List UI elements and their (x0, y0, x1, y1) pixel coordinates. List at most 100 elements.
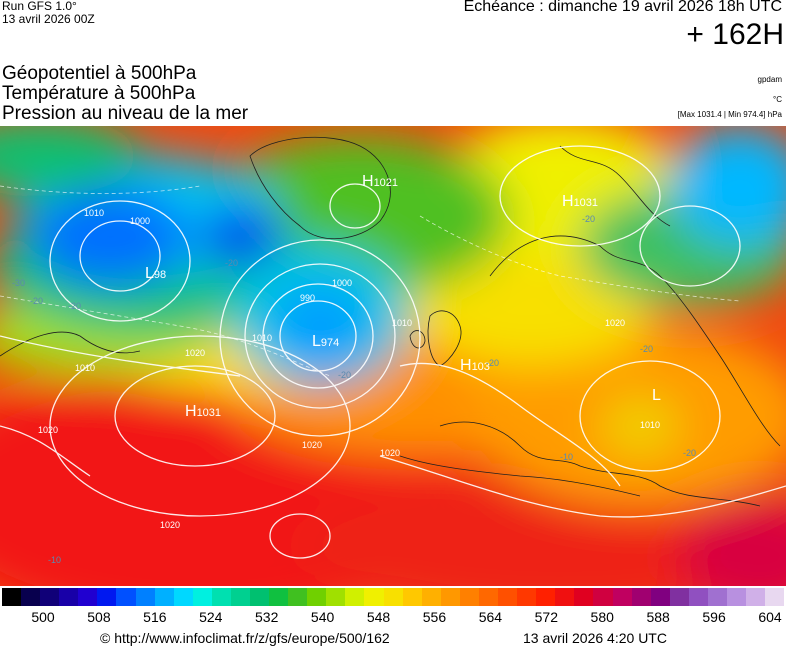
temperature-label: -10 (48, 555, 61, 565)
isobar-label: 1020 (185, 348, 205, 358)
legend-tick-label: 580 (590, 609, 614, 625)
temperature-isotherms (0, 185, 741, 377)
isobar-label: 1020 (38, 425, 58, 435)
temperature-label: -20 (68, 301, 81, 311)
legend-swatch (364, 588, 384, 606)
temperature-label: -20 (582, 214, 595, 224)
legend-tick-label: 556 (422, 609, 447, 625)
unit-pressure-range: [Max 1031.4 | Min 974.4] hPa (677, 110, 782, 119)
unit-geopotential: gpdam (757, 75, 782, 84)
legend-swatch (307, 588, 327, 606)
temperature-label: -30 (12, 278, 25, 288)
legend-swatch (154, 588, 174, 606)
legend-swatch (269, 588, 289, 606)
temperature-label: -10 (560, 452, 573, 462)
legend-swatch (459, 588, 479, 606)
pressure-center-h: H103 (460, 357, 490, 374)
geopotential-field (0, 126, 786, 586)
temperature-label: -20 (30, 296, 43, 306)
pressure-centers: H1021 H1031 L98 L974 H103 H1031 L (145, 173, 661, 420)
legend-swatch (21, 588, 41, 606)
legend-tick-label: 532 (255, 609, 279, 625)
field-temperature: Température à 500hPa (2, 83, 196, 104)
pressure-center-h: H1031 (562, 193, 598, 210)
legend-tick-label: 548 (366, 609, 391, 625)
isobar-label: 1010 (640, 420, 660, 430)
legend-swatch (688, 588, 708, 606)
temperature-label: -20 (225, 258, 238, 268)
legend-color-bar (2, 588, 785, 606)
legend-swatch (326, 588, 346, 606)
legend-swatch (211, 588, 231, 606)
isobar-label: 1010 (252, 333, 272, 343)
weather-map-svg: H1021 H1031 L98 L974 H103 H1031 L 1010 1… (0, 126, 786, 586)
isobar-label: 1000 (130, 216, 150, 226)
legend-swatch (97, 588, 117, 606)
legend-swatch (650, 588, 670, 606)
pressure-center-h: H1031 (185, 403, 221, 420)
legend-tick-label: 564 (478, 609, 503, 625)
isobar-label: 1020 (605, 318, 625, 328)
legend-swatch (478, 588, 499, 606)
legend-swatch (536, 588, 556, 606)
legend-tick-label: 588 (646, 609, 670, 625)
credit-url: © http://www.infoclimat.fr/z/gfs/europe/… (100, 630, 390, 646)
legend-swatch (517, 588, 537, 606)
legend-swatch (78, 588, 98, 606)
legend-tick-label: 572 (534, 609, 558, 625)
legend-swatch (746, 588, 766, 606)
legend-swatch (116, 588, 136, 606)
legend-swatch (574, 588, 594, 606)
isobar-label: 1020 (160, 520, 180, 530)
legend-tick-label: 596 (702, 609, 726, 625)
lead-time-label: + 162H (686, 18, 784, 51)
legend-swatch (421, 588, 441, 606)
legend-swatch (402, 588, 422, 606)
isobar-label: 990 (300, 293, 315, 303)
temperature-label: -20 (338, 370, 351, 380)
legend-swatch (2, 588, 22, 606)
isobar-labels: 1010 1000 990 1000 1010 1020 1020 1020 1… (38, 208, 660, 530)
issued-date: 13 avril 2026 4:20 UTC (523, 630, 667, 646)
run-date-label: 13 avril 2026 00Z (2, 12, 95, 26)
legend-swatch (440, 588, 460, 606)
isobar-label: 1020 (302, 440, 322, 450)
legend-swatch (59, 588, 79, 606)
temperature-labels: -30 -20 -20 -20 -20 -10 -20 -20 -20 -20 … (12, 214, 696, 565)
legend-swatch (230, 588, 251, 606)
field-geopotential: Géopotentiel à 500hPa (2, 63, 197, 84)
legend-ticks: 500 508 516 524 532 540 548 556 564 572 580 588 596 6… (0, 609, 786, 625)
legend-swatch (192, 588, 212, 606)
legend-tick-label: 516 (143, 609, 167, 625)
isobar-label: 1000 (332, 278, 352, 288)
legend-tick-label: 540 (310, 609, 335, 625)
legend-swatch (765, 588, 785, 606)
legend-swatch (40, 588, 60, 606)
legend-swatch (669, 588, 689, 606)
pressure-center-l: L98 (145, 265, 166, 282)
isobar-label: 1010 (75, 363, 95, 373)
run-model-label: Run GFS 1.0° (2, 0, 77, 13)
pressure-center-l: L974 (312, 333, 339, 350)
legend-tick-label: 604 (758, 609, 782, 625)
temperature-label: -20 (640, 344, 653, 354)
coastlines (0, 136, 781, 507)
pressure-center-h: H1021 (362, 173, 398, 190)
legend-swatch (135, 588, 155, 606)
field-pressure: Pression au niveau de la mer (2, 103, 249, 124)
temperature-label: -20 (683, 448, 696, 458)
legend-swatch (612, 588, 632, 606)
legend-tick-label: 524 (199, 609, 223, 625)
legend-swatch (593, 588, 613, 606)
isobars (0, 145, 786, 559)
isobar-label: 1020 (380, 448, 400, 458)
pressure-center-l: L (652, 387, 661, 404)
unit-temperature: °C (773, 95, 782, 104)
legend-swatch (250, 588, 270, 606)
legend-swatch (631, 588, 651, 606)
isobar-label: 1010 (84, 208, 104, 218)
legend-swatch (173, 588, 193, 606)
legend-swatch (288, 588, 308, 606)
legend-swatch (726, 588, 747, 606)
temperature-label: -20 (486, 358, 499, 368)
